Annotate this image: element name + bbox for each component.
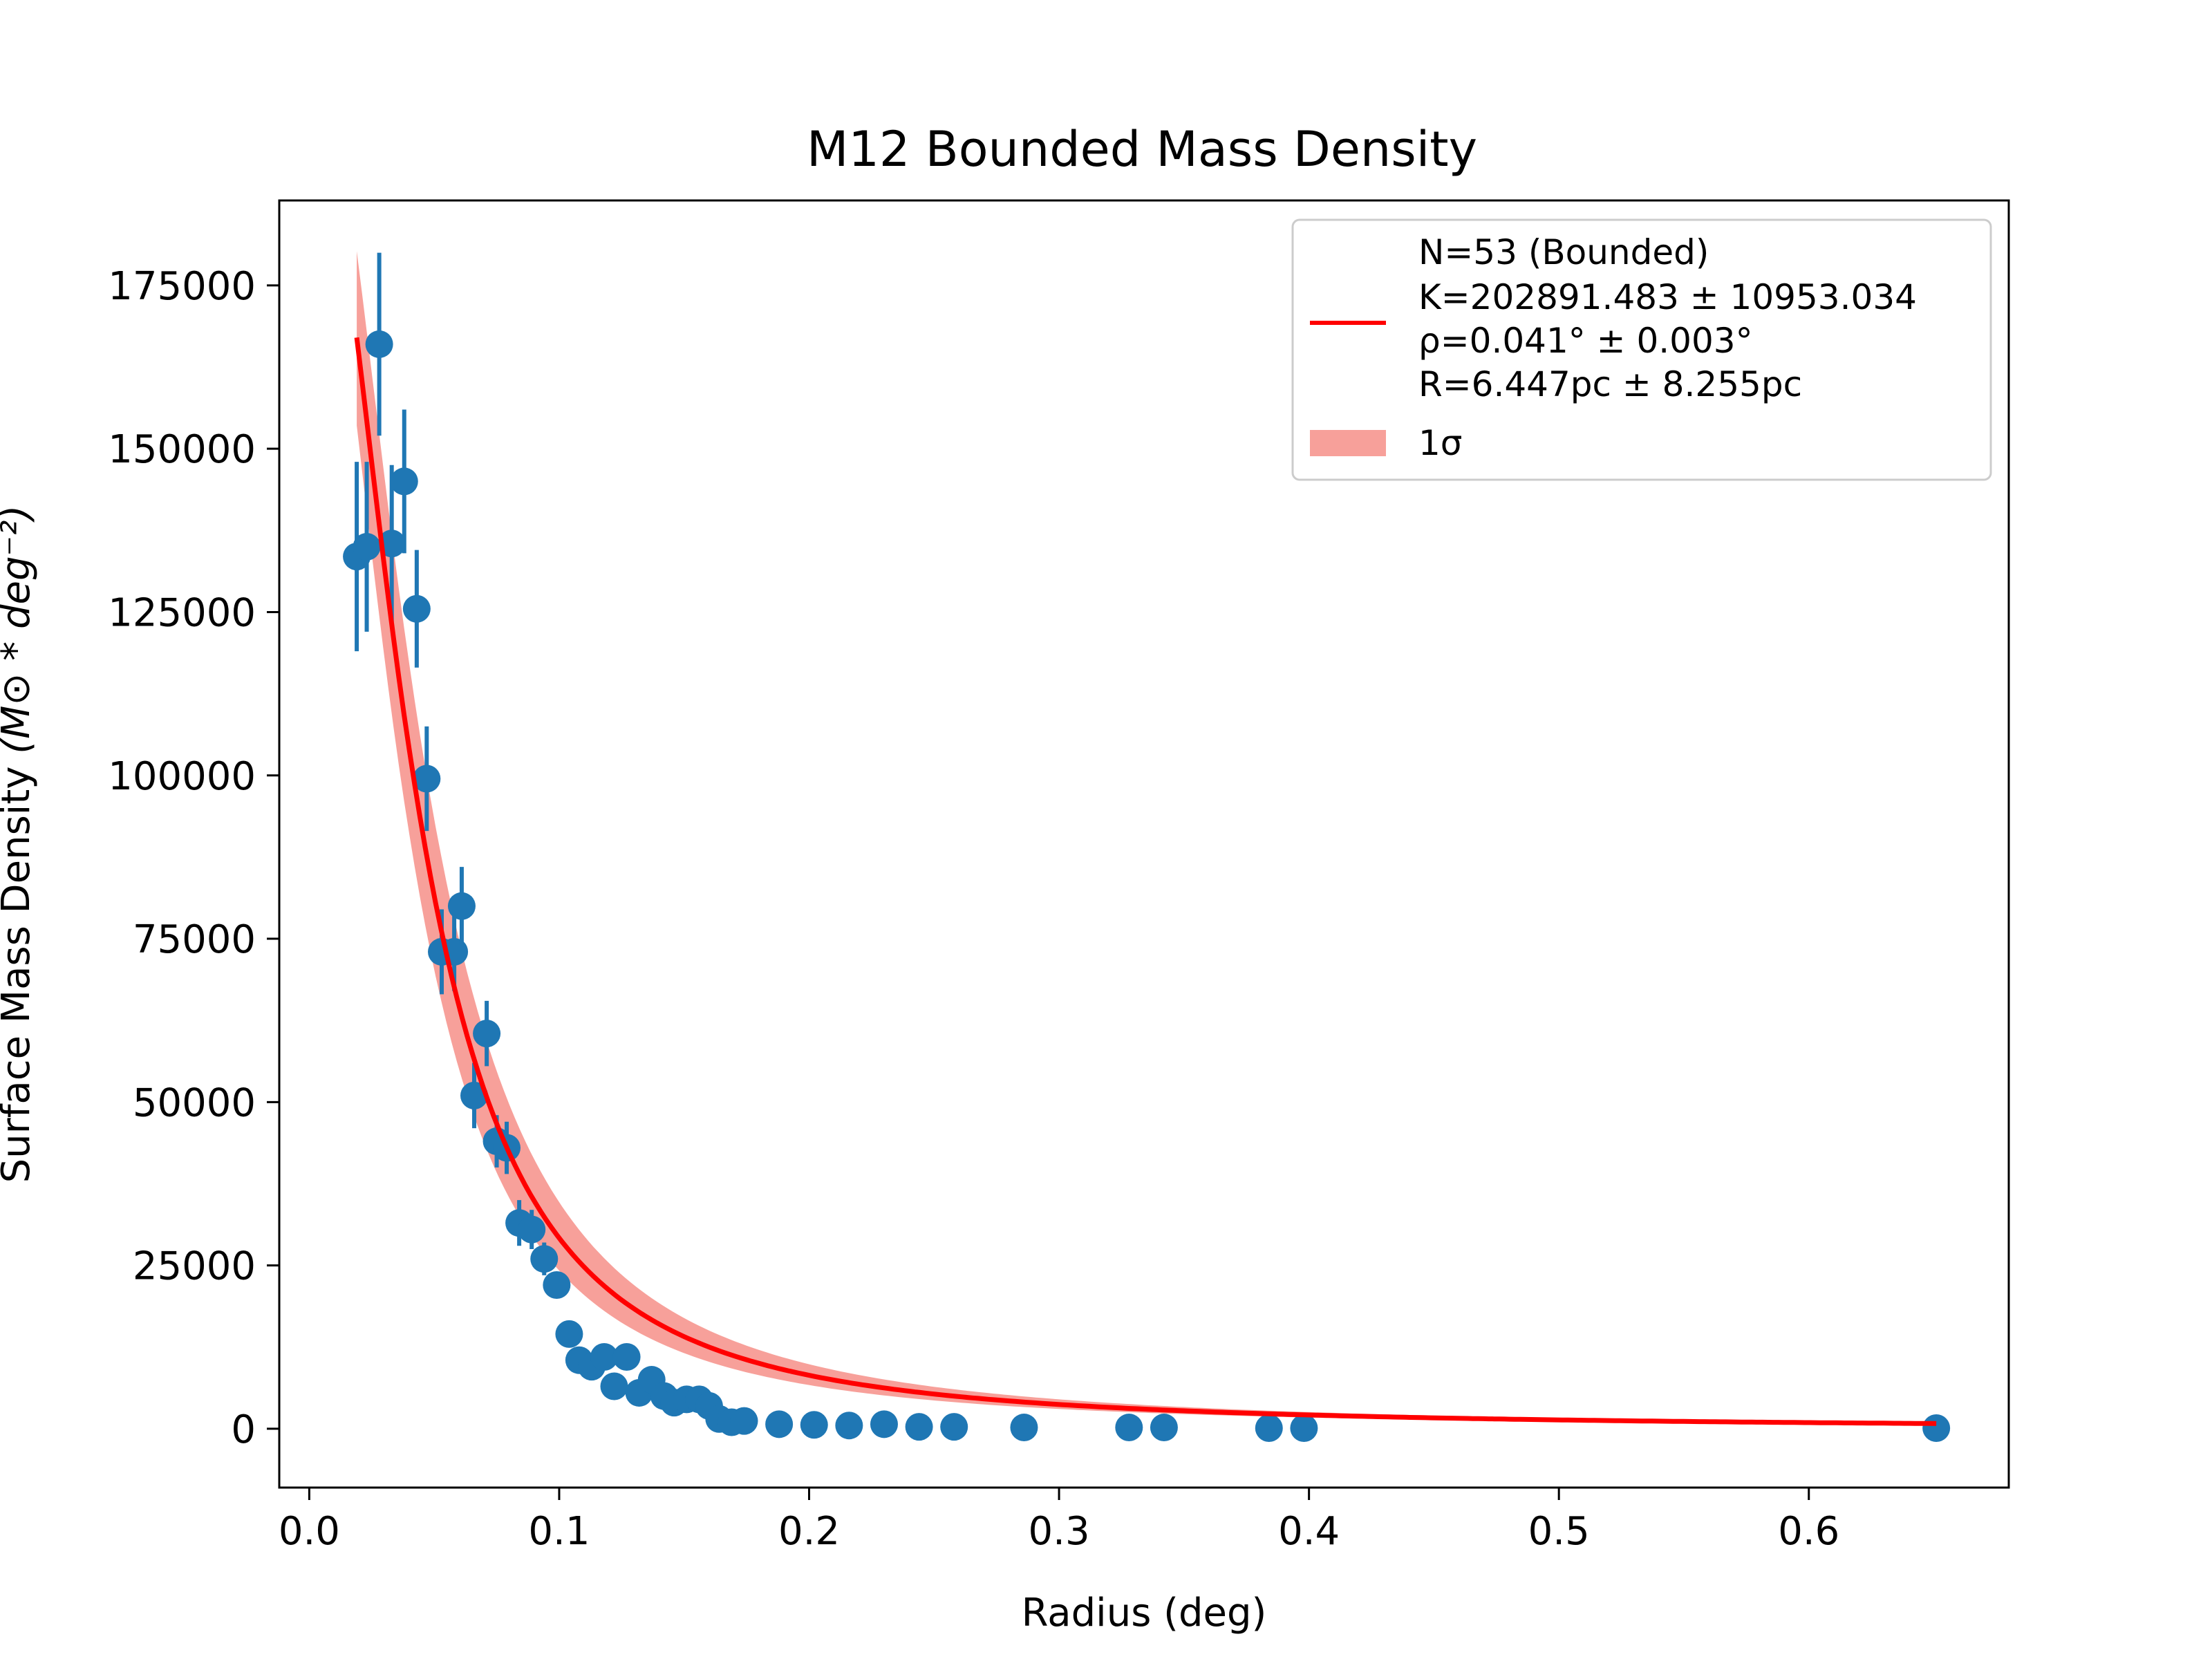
legend-band-label: 1σ	[1418, 423, 1463, 463]
data-point-34	[765, 1410, 794, 1438]
y-axis-label: Surface Mass Density (M⊙ * deg⁻²)	[0, 505, 39, 1183]
data-point-37	[870, 1410, 898, 1438]
data-point-21	[590, 1342, 619, 1371]
point-marker-45	[1922, 1414, 1951, 1442]
point-marker-4	[390, 467, 418, 496]
y-tick-label-2: 50000	[133, 1080, 256, 1125]
fit-line-layer	[354, 337, 1937, 1426]
y-tick-label-3: 75000	[133, 917, 256, 962]
data-point-41	[1115, 1414, 1143, 1442]
y-tick-label-1: 25000	[133, 1244, 256, 1289]
data-point-9	[447, 867, 476, 946]
point-marker-21	[590, 1342, 619, 1371]
x-tick-label-5: 0.5	[1528, 1509, 1590, 1554]
point-marker-35	[800, 1411, 828, 1439]
plot-frame	[278, 199, 2010, 1489]
y-tick-label-6: 150000	[108, 427, 256, 472]
data-point-38	[905, 1413, 933, 1441]
data-point-23	[612, 1342, 641, 1371]
point-marker-44	[1290, 1414, 1318, 1442]
legend-box	[1291, 218, 1992, 481]
chart-title: M12 Bounded Mass Density	[807, 121, 1477, 178]
point-marker-33	[730, 1407, 758, 1435]
data-point-22	[600, 1372, 628, 1400]
point-marker-40	[1010, 1414, 1038, 1442]
legend-fit-line-3: ρ=0.041° ± 0.003°	[1418, 321, 1753, 361]
point-marker-11	[473, 1020, 501, 1048]
data-point-2	[365, 252, 393, 436]
point-marker-10	[460, 1081, 489, 1109]
point-marker-17	[543, 1271, 571, 1299]
legend: N=53 (Bounded) K=202891.483 ± 10953.034 …	[1291, 218, 1992, 481]
data-point-17	[543, 1271, 571, 1299]
x-tick-label-6: 0.6	[1778, 1509, 1839, 1554]
data-point-39	[940, 1413, 968, 1441]
data-point-45	[1922, 1414, 1951, 1442]
point-marker-42	[1150, 1414, 1178, 1442]
point-marker-34	[765, 1410, 794, 1438]
y-tick-label-4: 100000	[108, 754, 256, 799]
point-marker-43	[1255, 1414, 1283, 1442]
x-tick-label-2: 0.2	[778, 1509, 840, 1554]
point-marker-38	[905, 1413, 933, 1441]
y-tick-label-0: 0	[231, 1407, 256, 1452]
data-point-5	[402, 550, 431, 668]
y-tick-label-5: 125000	[108, 590, 256, 635]
point-marker-1	[353, 532, 381, 561]
y-axis-ticks: 0 25000 50000 75000 100000 125000 150000 175000	[108, 264, 279, 1452]
x-axis-ticks: 0.0 0.1 0.2 0.3 0.4 0.5 0.6	[279, 1488, 1839, 1554]
y-axis-label-text: Surface Mass Density	[0, 767, 39, 1183]
data-point-10	[460, 1062, 489, 1129]
point-marker-16	[530, 1245, 559, 1273]
point-marker-6	[413, 765, 441, 793]
data-point-36	[835, 1412, 863, 1440]
point-marker-22	[600, 1372, 628, 1400]
legend-band-swatch	[1310, 430, 1386, 456]
point-marker-37	[870, 1410, 898, 1438]
y-tick-label-7: 175000	[108, 264, 256, 309]
x-tick-label-1: 0.1	[528, 1509, 590, 1554]
data-point-1	[353, 462, 381, 632]
data-point-6	[413, 726, 441, 832]
legend-fit-line-4: R=6.447pc ± 8.255pc	[1418, 364, 1802, 404]
x-tick-label-0: 0.0	[279, 1509, 340, 1554]
data-point-11	[473, 1000, 501, 1067]
data-point-43	[1255, 1414, 1283, 1442]
point-marker-36	[835, 1412, 863, 1440]
y-axis-label-units: (M⊙ * deg⁻²)	[0, 505, 39, 754]
point-marker-39	[940, 1413, 968, 1441]
x-axis-label: Radius (deg)	[1022, 1591, 1267, 1635]
data-point-16	[530, 1242, 559, 1275]
data-point-15	[518, 1210, 546, 1250]
data-point-42	[1150, 1414, 1178, 1442]
legend-fit-line-1: N=53 (Bounded)	[1418, 232, 1709, 272]
data-point-40	[1010, 1414, 1038, 1442]
point-marker-23	[612, 1342, 641, 1371]
data-point-35	[800, 1411, 828, 1439]
point-marker-2	[365, 330, 393, 358]
fit-line	[354, 337, 1937, 1426]
data-point-33	[730, 1407, 758, 1435]
point-marker-5	[402, 594, 431, 623]
point-marker-9	[447, 892, 476, 920]
legend-fit-line-2: K=202891.483 ± 10953.034	[1418, 277, 1917, 317]
point-marker-15	[518, 1215, 546, 1244]
point-marker-18	[555, 1320, 583, 1348]
point-marker-41	[1115, 1414, 1143, 1442]
data-point-4	[390, 409, 418, 554]
x-tick-label-4: 0.4	[1278, 1509, 1340, 1554]
legend-fit-label: N=53 (Bounded) K=202891.483 ± 10953.034 …	[1418, 232, 1928, 404]
x-tick-label-3: 0.3	[1029, 1509, 1090, 1554]
data-point-44	[1290, 1414, 1318, 1442]
data-point-18	[555, 1320, 583, 1348]
